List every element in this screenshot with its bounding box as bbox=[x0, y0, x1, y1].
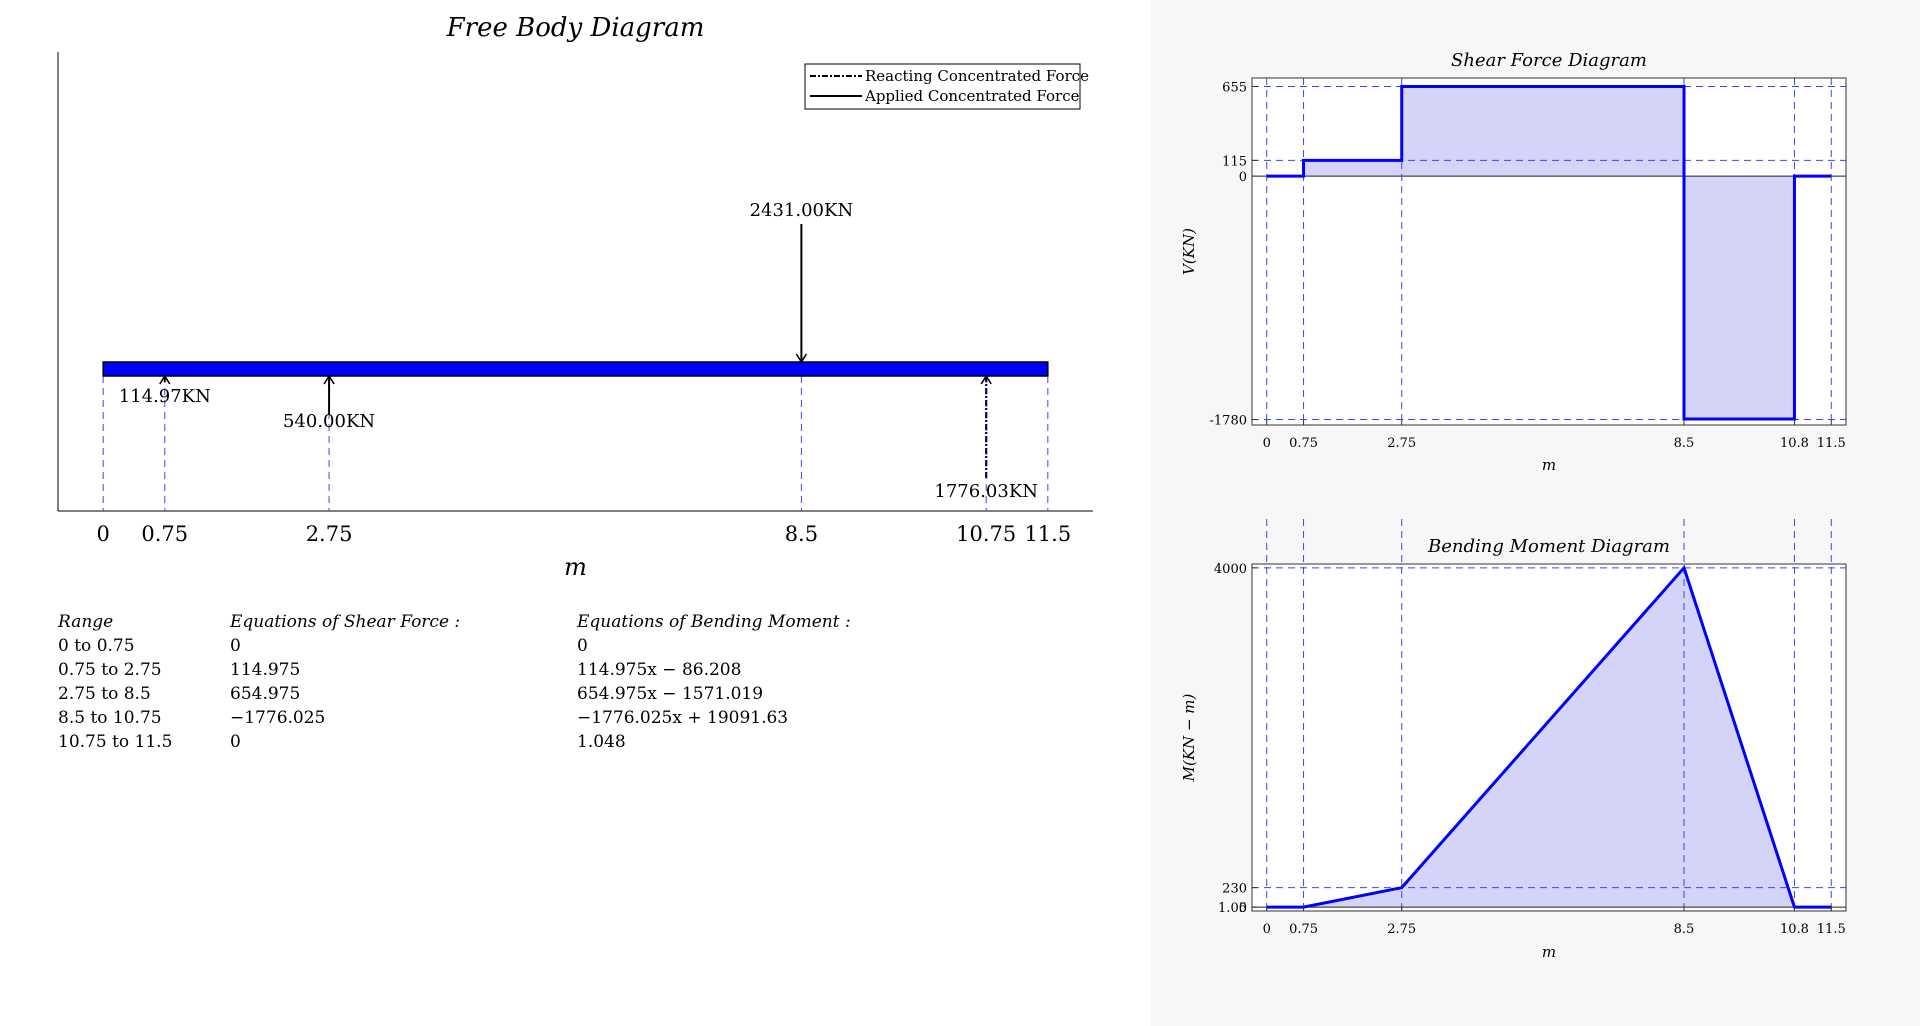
range-cell: 10.75 to 11.5 bbox=[58, 732, 173, 752]
y-tick-label: 1.05 bbox=[1218, 901, 1247, 916]
shear-equation-cell: −1776.025 bbox=[230, 708, 326, 728]
x-tick-label: 11.5 bbox=[1817, 436, 1846, 451]
legend-label: Applied Concentrated Force bbox=[864, 87, 1080, 105]
equation-row: 0.75 to 2.75 114.975 114.975x − 86.208 bbox=[58, 658, 917, 682]
shear-equation-cell: 114.975 bbox=[230, 660, 301, 680]
shear-equation-cell: 0 bbox=[230, 636, 241, 656]
area-fill bbox=[1266, 567, 1832, 908]
y-tick-label: 115 bbox=[1222, 154, 1247, 169]
y-axis-label: M(KN − m) bbox=[1180, 693, 1198, 782]
moment-equation-header: Equations of Bending Moment : bbox=[577, 612, 851, 632]
x-tick-label: 8.5 bbox=[785, 522, 818, 546]
arrow-head bbox=[323, 374, 335, 385]
y-tick-label: 0 bbox=[1239, 170, 1247, 185]
x-tick-label: 10.8 bbox=[1780, 436, 1809, 451]
series-line bbox=[1266, 84, 1832, 421]
x-tick-label: 2.75 bbox=[1387, 436, 1416, 451]
area-fill bbox=[1266, 86, 1832, 419]
force-label: 1776.03KN bbox=[934, 481, 1038, 502]
bending-moment-diagram-chart: 0 0.75 2.75 8.5 10.8 11.540002301.050Bending … bbox=[1180, 519, 1847, 961]
arrow-head bbox=[795, 353, 808, 364]
x-tick-label: 11.5 bbox=[1817, 922, 1846, 937]
force-label: 2431.00KN bbox=[750, 200, 854, 221]
x-axis-label: m bbox=[1542, 943, 1556, 961]
legend-box bbox=[804, 63, 1081, 110]
equations-header-row: Range Equations of Shear Force : Equatio… bbox=[58, 610, 917, 634]
plot-frame bbox=[1251, 77, 1847, 426]
series-line bbox=[1266, 564, 1832, 909]
y-axis-label: V(KN) bbox=[1180, 228, 1198, 275]
equation-row: 0 to 0.75 0 0 bbox=[58, 634, 917, 658]
equation-row: 10.75 to 11.5 0 1.048 bbox=[58, 730, 917, 754]
free-body-diagram-chart: Free Body Diagram 0 0.75 2.75 8.5 10.75 11.5 m 1… bbox=[57, 13, 1093, 581]
range-header: Range bbox=[58, 612, 114, 632]
x-axis-label: m bbox=[564, 553, 587, 581]
range-cell: 2.75 to 8.5 bbox=[58, 684, 151, 704]
x-tick-label: 10.75 bbox=[956, 522, 1016, 546]
x-axis-label: m bbox=[1542, 456, 1556, 474]
y-tick-label: 0 bbox=[1239, 901, 1247, 916]
y-tick-label: 4000 bbox=[1214, 562, 1247, 577]
shear-equation-cell: 0 bbox=[230, 732, 241, 752]
moment-equation-cell: 114.975x − 86.208 bbox=[577, 660, 742, 680]
x-tick-label: 2.75 bbox=[306, 522, 353, 546]
x-tick-label: 8.5 bbox=[1674, 922, 1695, 937]
x-tick-label: 0.75 bbox=[1289, 922, 1318, 937]
moment-equation-cell: 0 bbox=[577, 636, 588, 656]
x-tick-label: 0 bbox=[1263, 922, 1271, 937]
y-tick-label: 655 bbox=[1222, 80, 1247, 95]
range-cell: 8.5 to 10.75 bbox=[58, 708, 162, 728]
range-cell: 0.75 to 2.75 bbox=[58, 660, 162, 680]
x-tick-label: 10.8 bbox=[1780, 922, 1809, 937]
arrow-head bbox=[980, 374, 992, 385]
shear-equation-header: Equations of Shear Force : bbox=[230, 612, 461, 632]
x-tick-label: 0 bbox=[96, 522, 109, 546]
chart-title: Bending Moment Diagram bbox=[1427, 536, 1670, 557]
equations-table: Range Equations of Shear Force : Equatio… bbox=[58, 610, 917, 754]
x-tick-label: 2.75 bbox=[1387, 922, 1416, 937]
y-tick-label: -1780 bbox=[1210, 414, 1247, 429]
x-tick-label: 0 bbox=[1263, 436, 1271, 451]
x-tick-label: 11.5 bbox=[1024, 522, 1071, 546]
plot-frame bbox=[1251, 563, 1847, 912]
arrow-head bbox=[159, 374, 171, 385]
chart-title: Shear Force Diagram bbox=[1451, 50, 1647, 71]
force-label: 540.00KN bbox=[283, 411, 375, 432]
shear-equation-cell: 654.975 bbox=[230, 684, 301, 704]
moment-equation-cell: 654.975x − 1571.019 bbox=[577, 684, 764, 704]
range-cell: 0 to 0.75 bbox=[58, 636, 135, 656]
legend-label: Reacting Concentrated Force bbox=[865, 67, 1089, 85]
x-tick-label: 0.75 bbox=[1289, 436, 1318, 451]
moment-equation-cell: −1776.025x + 19091.63 bbox=[577, 708, 789, 728]
equation-row: 2.75 to 8.5 654.975 654.975x − 1571.019 bbox=[58, 682, 917, 706]
chart-title: Free Body Diagram bbox=[446, 13, 705, 43]
beam-bar bbox=[102, 361, 1049, 377]
moment-equation-cell: 1.048 bbox=[577, 732, 626, 752]
equation-row: 8.5 to 10.75 −1776.025 −1776.025x + 1909… bbox=[58, 706, 917, 730]
x-tick-label: 8.5 bbox=[1674, 436, 1695, 451]
force-label: 114.97KN bbox=[119, 386, 211, 407]
y-tick-label: 230 bbox=[1222, 882, 1247, 897]
x-tick-label: 0.75 bbox=[141, 522, 188, 546]
